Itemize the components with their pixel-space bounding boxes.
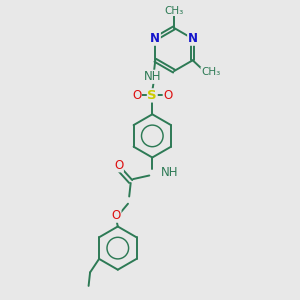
Text: CH₃: CH₃ [164,5,184,16]
Text: O: O [132,89,141,102]
Text: N: N [188,32,198,45]
Text: N: N [150,32,160,45]
Text: O: O [163,89,172,102]
Text: O: O [114,159,123,172]
Text: NH: NH [143,70,161,83]
Text: CH₃: CH₃ [201,67,220,77]
Text: NH: NH [161,166,178,179]
Text: O: O [112,209,121,222]
Text: S: S [148,89,157,102]
